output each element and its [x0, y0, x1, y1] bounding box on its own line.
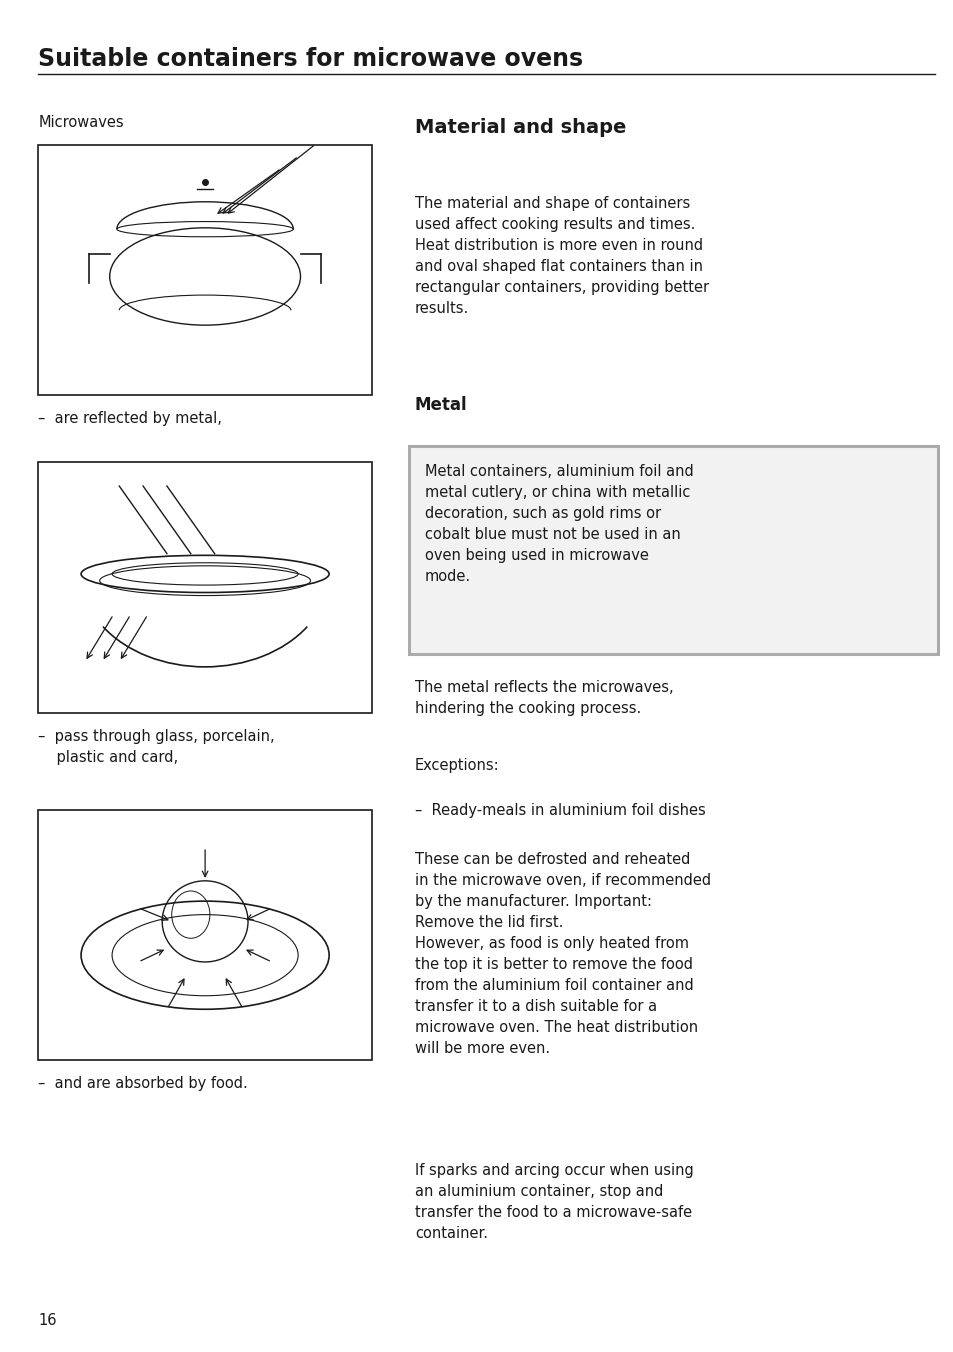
Text: Exceptions:: Exceptions:	[415, 758, 499, 773]
Text: 16: 16	[38, 1313, 56, 1328]
Text: Metal containers, aluminium foil and
metal cutlery, or china with metallic
decor: Metal containers, aluminium foil and met…	[424, 464, 693, 584]
Text: The material and shape of containers
used affect cooking results and times.
Heat: The material and shape of containers use…	[415, 196, 708, 316]
FancyBboxPatch shape	[38, 810, 372, 1060]
FancyBboxPatch shape	[38, 145, 372, 395]
Text: The metal reflects the microwaves,
hindering the cooking process.: The metal reflects the microwaves, hinde…	[415, 680, 673, 717]
Text: If sparks and arcing occur when using
an aluminium container, stop and
transfer : If sparks and arcing occur when using an…	[415, 1163, 693, 1241]
Text: –  pass through glass, porcelain,
    plastic and card,: – pass through glass, porcelain, plastic…	[38, 729, 274, 765]
FancyBboxPatch shape	[38, 462, 372, 713]
Text: Material and shape: Material and shape	[415, 118, 626, 137]
FancyBboxPatch shape	[409, 446, 937, 654]
Text: –  and are absorbed by food.: – and are absorbed by food.	[38, 1076, 248, 1091]
Text: Suitable containers for microwave ovens: Suitable containers for microwave ovens	[38, 47, 582, 72]
Text: Microwaves: Microwaves	[38, 115, 124, 130]
Text: Metal: Metal	[415, 396, 467, 414]
Text: –  Ready-meals in aluminium foil dishes: – Ready-meals in aluminium foil dishes	[415, 803, 705, 818]
Text: These can be defrosted and reheated
in the microwave oven, if recommended
by the: These can be defrosted and reheated in t…	[415, 852, 710, 1056]
Text: –  are reflected by metal,: – are reflected by metal,	[38, 411, 222, 426]
